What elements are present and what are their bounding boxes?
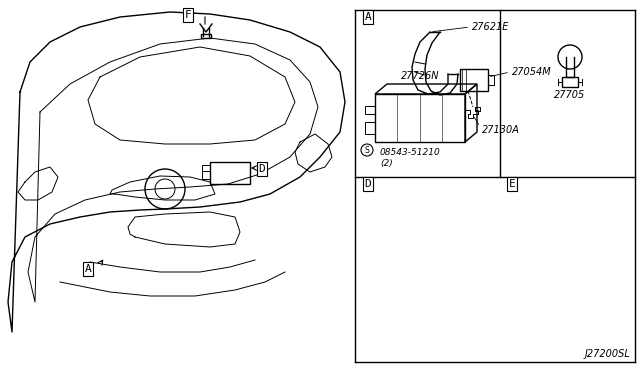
Text: A: A bbox=[84, 264, 92, 274]
Text: 27054M: 27054M bbox=[512, 67, 552, 77]
Text: F: F bbox=[184, 10, 191, 20]
Bar bbox=[210, 162, 250, 184]
Text: 27726N: 27726N bbox=[401, 71, 439, 81]
Bar bbox=[460, 69, 488, 91]
Text: E: E bbox=[509, 179, 515, 189]
Bar bbox=[202, 165, 210, 171]
Text: 27130A: 27130A bbox=[482, 125, 520, 135]
Bar bbox=[365, 106, 375, 114]
Bar bbox=[375, 94, 465, 142]
Text: D: D bbox=[259, 164, 266, 174]
Text: A: A bbox=[365, 12, 371, 22]
Text: D: D bbox=[365, 179, 371, 189]
Bar bbox=[365, 122, 375, 134]
Bar bbox=[562, 77, 578, 87]
Text: 08543-51210
(2): 08543-51210 (2) bbox=[380, 148, 441, 168]
Text: J27200SL: J27200SL bbox=[584, 349, 630, 359]
Bar bbox=[202, 171, 210, 179]
Text: S: S bbox=[365, 145, 369, 154]
Text: 27705: 27705 bbox=[554, 90, 586, 100]
Bar bbox=[201, 34, 211, 38]
Bar bbox=[488, 75, 494, 85]
Text: 27621E: 27621E bbox=[472, 22, 509, 32]
